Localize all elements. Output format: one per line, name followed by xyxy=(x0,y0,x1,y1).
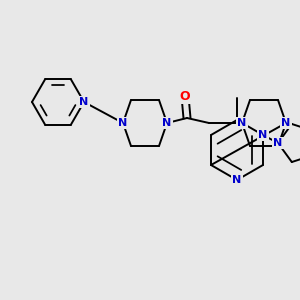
Text: N: N xyxy=(237,118,247,128)
Text: N: N xyxy=(281,118,291,128)
Text: N: N xyxy=(232,175,242,185)
Text: N: N xyxy=(80,97,88,107)
Text: N: N xyxy=(118,118,127,128)
Text: N: N xyxy=(162,118,172,128)
Text: O: O xyxy=(180,89,190,103)
Text: N: N xyxy=(273,138,283,148)
Text: N: N xyxy=(258,130,268,140)
